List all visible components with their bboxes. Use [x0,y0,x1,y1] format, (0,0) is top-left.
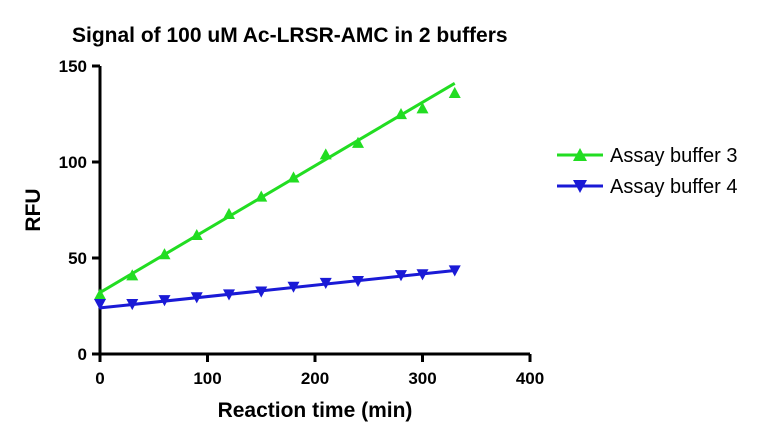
data-point-series-0 [449,87,461,98]
y-tick-label: 100 [59,153,87,172]
y-tick-label: 150 [59,57,87,76]
chart: Signal of 100 uM Ac-LRSR-AMC in 2 buffer… [0,0,780,442]
y-axis-label: RFU [22,188,45,231]
x-tick-label: 0 [95,369,104,388]
x-axis-label: Reaction time (min) [218,399,413,422]
y-tick-label: 0 [78,345,87,364]
x-tick-label: 200 [301,369,329,388]
x-tick-label: 100 [193,369,221,388]
legend-label: Assay buffer 4 [610,176,737,198]
x-tick-label: 300 [408,369,436,388]
axes [100,66,530,354]
ticks: 0 100 200 300 400 0 50 100 150 [59,57,545,388]
chart-title: Signal of 100 uM Ac-LRSR-AMC in 2 buffer… [72,24,508,47]
y-tick-label: 50 [68,249,87,268]
legend-label: Assay buffer 3 [610,145,737,167]
x-tick-label: 400 [516,369,544,388]
legend: Assay buffer 3 Assay buffer 4 [557,145,737,198]
data-point-series-0 [320,148,332,159]
